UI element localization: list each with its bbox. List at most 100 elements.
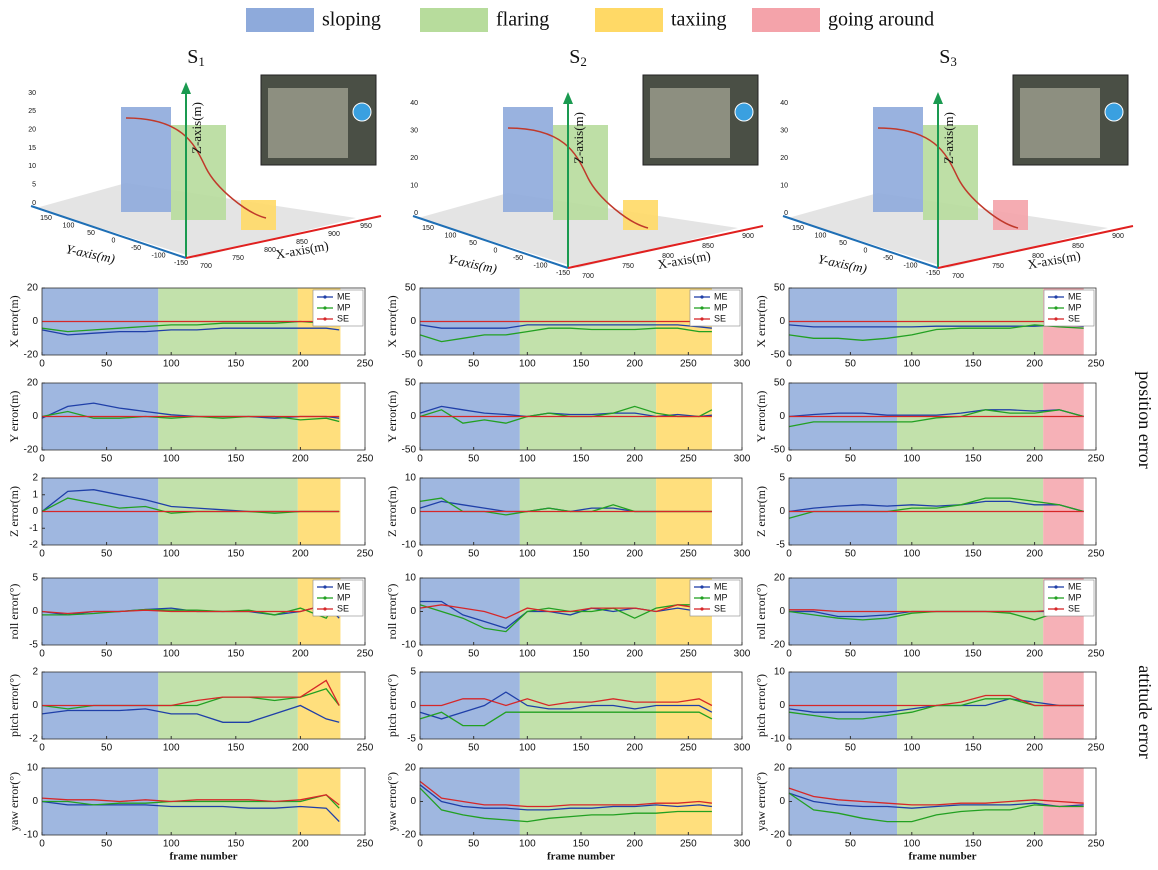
x-axis-label: X-axis(m) — [1026, 248, 1081, 272]
x-tick-label: 300 — [734, 549, 751, 560]
x-tick-label: 50 — [845, 454, 857, 465]
x-tick-label: 300 — [734, 743, 751, 754]
x-tick-label: 300 — [734, 454, 751, 465]
y-tick-label: 10 — [27, 763, 39, 774]
x-tick-label: 150 — [573, 359, 590, 370]
inset-gauge — [1105, 103, 1123, 121]
legend-label: SE — [1068, 603, 1080, 613]
y-axis-label: Z error(m) — [385, 486, 399, 537]
y-tick-label: 0 — [32, 606, 38, 617]
x-tick-label: 50 — [101, 649, 113, 660]
legend-marker — [1054, 306, 1057, 309]
y-tick-label: -50 — [771, 445, 786, 456]
x-tick-label: 0 — [39, 743, 45, 754]
z-axis-label: Z-axis(m) — [189, 102, 204, 154]
y-tick-label: 0 — [32, 700, 38, 711]
x-tick-label: 150 — [227, 549, 244, 560]
x-tick-label: 150 — [573, 549, 590, 560]
y-tick-label: 20 — [774, 763, 786, 774]
x-tick-label: 200 — [626, 454, 643, 465]
phase-band — [789, 768, 897, 835]
legend-swatch — [246, 8, 314, 32]
y-axis-label: Z error(m) — [7, 486, 21, 537]
y-tick-label: 0 — [779, 411, 785, 422]
y-tick-label: -50 — [402, 445, 417, 456]
legend-label: MP — [337, 592, 351, 602]
x-axis-label: frame number — [169, 851, 237, 863]
x-tick-label: 950 — [360, 223, 372, 230]
x-axis-label: frame number — [908, 851, 976, 863]
x-tick-label: 0 — [39, 359, 45, 370]
y-tick-label: -10 — [771, 734, 786, 745]
x-tick-label: 850 — [702, 243, 714, 250]
x-tick-label: 200 — [292, 839, 309, 850]
y-tick-label: 0 — [779, 506, 785, 517]
x-tick-label: 250 — [357, 359, 374, 370]
y-tick-label: 0 — [410, 506, 416, 517]
legend-marker — [700, 607, 703, 610]
x-tick-label: 200 — [292, 359, 309, 370]
y-axis-label: Y error(m) — [7, 391, 21, 443]
y-tick-label: -20 — [24, 445, 39, 456]
z-tick-label: 30 — [28, 90, 36, 97]
y-tick-label: 20 — [27, 378, 39, 389]
x-tick-label: 300 — [734, 839, 751, 850]
x-tick-label: 250 — [357, 839, 374, 850]
legend-label: ME — [1068, 581, 1082, 591]
x-axis-label: frame number — [547, 851, 615, 863]
y-tick-label: -150 — [556, 270, 570, 277]
x-tick-label: 200 — [626, 743, 643, 754]
phase-box — [503, 107, 553, 212]
x-tick-label: 200 — [626, 549, 643, 560]
y-tick-label: 0 — [410, 796, 416, 807]
x-tick-label: 200 — [626, 359, 643, 370]
y-tick-label: -1 — [29, 523, 38, 534]
legend-marker — [1054, 607, 1057, 610]
y-tick-label: -20 — [771, 830, 786, 841]
phase-band — [298, 672, 341, 739]
x-tick-label: 250 — [1088, 549, 1105, 560]
y-tick-label: -20 — [24, 350, 39, 361]
scenario-title: S1 — [187, 46, 205, 69]
z-tick-label: 40 — [780, 100, 788, 107]
x-tick-label: 150 — [227, 649, 244, 660]
x-tick-label: 250 — [357, 549, 374, 560]
x-tick-label: 50 — [845, 359, 857, 370]
y-tick-label: 0 — [779, 316, 785, 327]
legend-label: ME — [337, 581, 351, 591]
legend-marker — [323, 317, 326, 320]
y-tick-label: 0 — [779, 700, 785, 711]
legend-marker — [323, 585, 326, 588]
legend-swatch — [752, 8, 820, 32]
x-tick-label: 200 — [292, 649, 309, 660]
y-tick-label: 50 — [87, 230, 95, 237]
x-tick-label: 150 — [965, 839, 982, 850]
y-axis-label: pitch error(°) — [7, 674, 21, 737]
x-tick-label: 150 — [573, 649, 590, 660]
inset-map — [268, 88, 348, 158]
x-tick-label: 200 — [1026, 743, 1043, 754]
y-tick-label: 10 — [405, 573, 417, 584]
z-tick-label: 20 — [780, 155, 788, 162]
inset-map — [1020, 88, 1100, 158]
z-tick-label: 20 — [28, 127, 36, 134]
z-tick-label: 10 — [780, 182, 788, 189]
scenario-title-main: S — [187, 46, 198, 68]
x-tick-label: 900 — [1112, 233, 1124, 240]
x-tick-label: 150 — [965, 454, 982, 465]
y-axis-label: Y-axis(m) — [817, 251, 869, 276]
x-tick-label: 50 — [468, 549, 480, 560]
x-tick-label: 900 — [328, 231, 340, 238]
y-tick-label: -50 — [771, 350, 786, 361]
y-tick-label: 0 — [779, 606, 785, 617]
y-tick-label: -100 — [151, 252, 165, 259]
side-label: position error — [1135, 371, 1155, 468]
legend-marker — [700, 295, 703, 298]
y-tick-label: -50 — [402, 350, 417, 361]
x-tick-label: 250 — [680, 359, 697, 370]
y-tick-label: -2 — [29, 540, 38, 551]
x-tick-label: 200 — [292, 549, 309, 560]
x-tick-label: 100 — [903, 359, 920, 370]
z-axis-label: Z-axis(m) — [571, 112, 586, 164]
x-tick-label: 200 — [626, 839, 643, 850]
